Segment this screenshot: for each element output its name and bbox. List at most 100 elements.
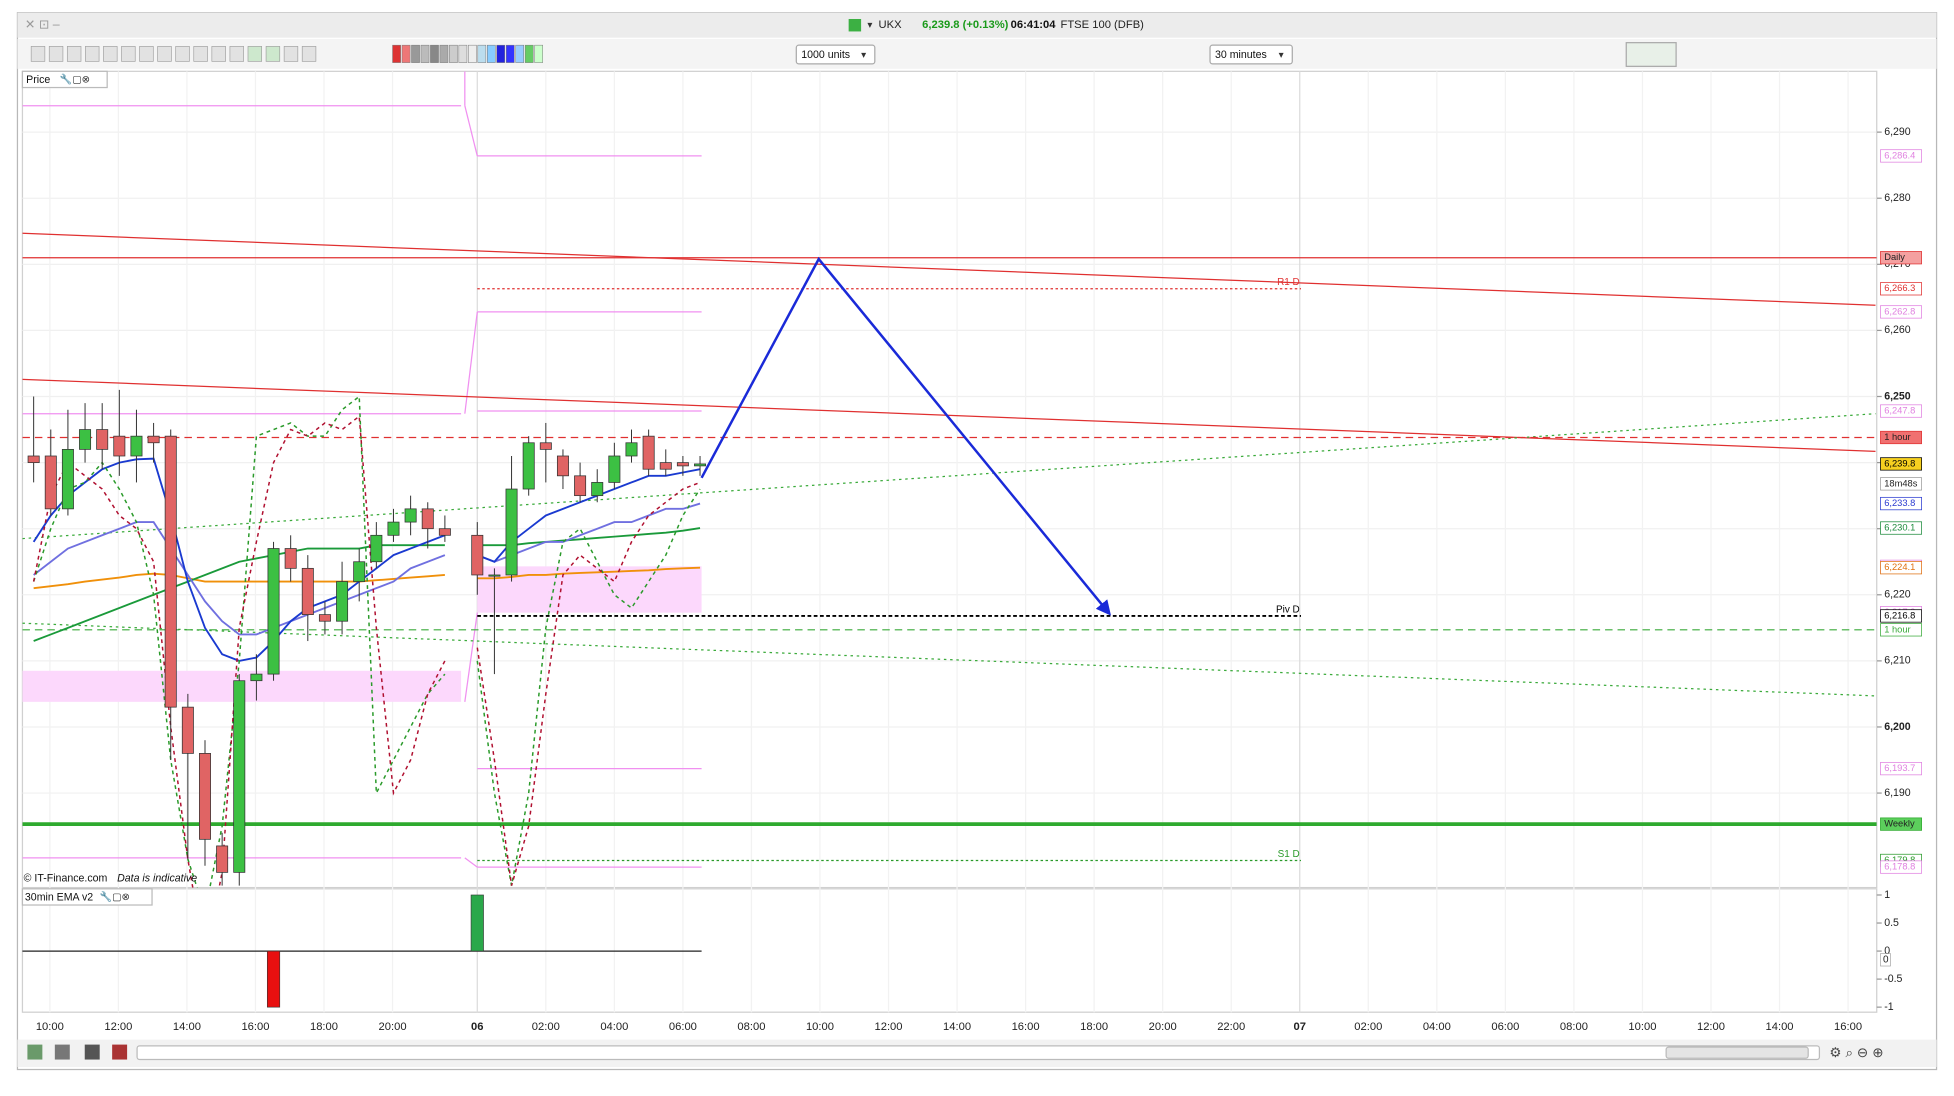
symbol-icon [848, 18, 862, 32]
candle-body [181, 706, 194, 754]
price-badge-label: 6,216.8 [1884, 610, 1915, 620]
bottom-icon[interactable] [84, 1044, 100, 1060]
x-tick-label: 16:00 [1834, 1021, 1862, 1033]
tool-button[interactable] [229, 46, 244, 62]
x-tick-label: 02:00 [1354, 1021, 1382, 1033]
color-swatch[interactable] [411, 44, 420, 63]
x-tick-label: 04:00 [1423, 1021, 1451, 1033]
scrollbar[interactable] [136, 1045, 1821, 1061]
price-badge-label: 6,262.8 [1884, 306, 1915, 316]
indicator-badge [1880, 953, 1891, 967]
pane-buttons[interactable]: 🔧▢⊗ [60, 73, 90, 86]
symbol-menu[interactable]: ▾ [867, 20, 872, 31]
pane-buttons[interactable]: 🔧▢⊗ [100, 890, 130, 903]
pivot-connector [464, 857, 478, 868]
size-value: 1000 units [801, 49, 850, 61]
color-swatch[interactable] [487, 44, 496, 63]
instrument: FTSE 100 (DFB) [1060, 19, 1144, 31]
bottom-icon[interactable] [112, 1044, 128, 1060]
candle-body [233, 680, 246, 873]
candle-body [421, 508, 434, 530]
tool-button[interactable] [301, 46, 317, 62]
color-swatch[interactable] [458, 44, 468, 63]
x-tick-label: 12:00 [104, 1021, 132, 1033]
pivot-connector [464, 105, 478, 157]
x-tick-label: 06 [471, 1021, 483, 1033]
color-swatch[interactable] [449, 44, 458, 63]
x-tick-label: 10:00 [36, 1021, 64, 1033]
color-swatch[interactable] [505, 44, 515, 63]
candle-body [522, 442, 535, 490]
dropdown-arrow: ▾ [1279, 50, 1284, 61]
tool-button[interactable] [175, 46, 190, 62]
size-dropdown[interactable] [795, 44, 876, 65]
zoom-controls[interactable]: ⚙ ⌕ ⊖ ⊕ [1829, 1045, 1883, 1060]
tool-button[interactable] [157, 46, 172, 62]
x-tick-label: 20:00 [1149, 1021, 1177, 1033]
symbol: UKX [879, 19, 903, 31]
candle-body [250, 673, 263, 682]
candle-body [556, 455, 569, 477]
tool-button[interactable] [247, 46, 263, 62]
candle-body [539, 442, 552, 450]
candle-body [147, 435, 160, 444]
tool-button[interactable] [66, 46, 82, 62]
candle-body [694, 463, 707, 467]
tool-button[interactable] [265, 46, 281, 62]
quote: 6,239.8 (+0.13%) [922, 19, 1009, 31]
indicator-tick-label: 0 [1884, 945, 1890, 957]
color-swatch[interactable] [439, 44, 449, 63]
color-swatch[interactable] [524, 44, 534, 63]
price-label: Price [26, 74, 50, 86]
level-badge [1880, 623, 1922, 637]
candle-body [676, 462, 689, 467]
price-badge-label: 6,178.8 [1884, 862, 1915, 872]
y-tick-label: 6,190 [1884, 787, 1911, 799]
tool-button[interactable] [85, 46, 100, 62]
candle-body [113, 435, 126, 457]
indicator-tick-label: -0.5 [1884, 973, 1902, 985]
bottom-icon[interactable] [54, 1044, 70, 1060]
window-controls[interactable]: ✕ ⊡ – [25, 18, 60, 32]
color-swatch[interactable] [515, 44, 525, 63]
color-swatch[interactable] [496, 44, 506, 63]
interval-dropdown[interactable] [1209, 44, 1293, 65]
tool-button[interactable] [193, 46, 208, 62]
price-badge [1880, 149, 1922, 163]
price-badge-label: 6,193.7 [1884, 763, 1915, 773]
indicator-label-box [21, 888, 153, 906]
level-badge-label: Daily [1884, 252, 1905, 262]
scroll-thumb[interactable] [1665, 1046, 1809, 1059]
color-swatch[interactable] [477, 44, 487, 63]
trendline [22, 413, 1876, 540]
candle-body [27, 455, 40, 463]
indicator-bar [266, 950, 281, 1008]
trendline [22, 622, 1876, 697]
color-swatch[interactable] [430, 44, 439, 63]
tool-button[interactable] [103, 46, 118, 62]
tool-button[interactable] [121, 46, 136, 62]
pivot-label: R1 D [1277, 277, 1300, 288]
price-badge [1880, 860, 1922, 874]
candle-body [438, 528, 451, 536]
color-swatch[interactable] [401, 44, 411, 63]
toolbar [17, 38, 1937, 69]
color-swatch[interactable] [392, 44, 401, 63]
tool-button[interactable] [48, 46, 64, 62]
color-swatch[interactable] [420, 44, 430, 63]
color-swatch[interactable] [468, 44, 477, 63]
price-badge-label: 6,286.4 [1884, 150, 1915, 160]
tool-button[interactable] [283, 46, 299, 62]
x-tick-label: 14:00 [173, 1021, 201, 1033]
tool-button[interactable] [30, 46, 46, 62]
tool-button[interactable] [139, 46, 154, 62]
bottom-icon[interactable] [27, 1044, 43, 1060]
color-swatch[interactable] [534, 44, 543, 63]
candle-body [267, 548, 280, 675]
x-tick-label: 18:00 [1080, 1021, 1108, 1033]
tool-button[interactable] [211, 46, 226, 62]
candle-body [164, 435, 177, 708]
tool-icons [30, 44, 543, 63]
chart-type-button[interactable] [1625, 42, 1677, 67]
candle-body [574, 475, 587, 497]
